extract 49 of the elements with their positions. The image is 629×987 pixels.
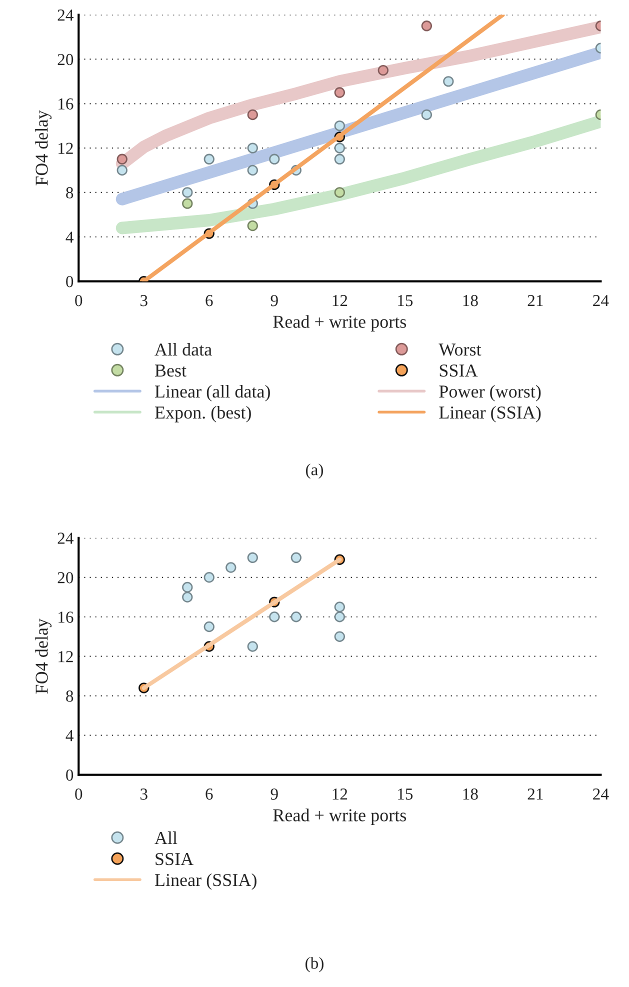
legend-label: Linear (SSIA)	[154, 873, 256, 890]
y-tick-label: 8	[66, 690, 74, 702]
legend-label: Linear (SSIA)	[439, 406, 541, 422]
y-tick-label: 24	[58, 10, 74, 21]
y-tick-label: 20	[58, 54, 74, 66]
x-tick-label: 15	[398, 788, 413, 800]
y-tick-label: 20	[58, 572, 74, 584]
x-tick-label: 24	[593, 788, 609, 800]
y-tick-label: 16	[58, 612, 74, 623]
x-tick-label: 15	[398, 295, 413, 306]
y-axis-title: FO4 delay	[35, 110, 52, 186]
x-tick-label: 0	[75, 788, 82, 800]
text: (b)	[306, 957, 324, 972]
x-tick-label: 0	[75, 294, 82, 306]
legend-label: All	[154, 831, 178, 844]
x-tick-label: 21	[528, 295, 543, 306]
y-tick-label: 8	[66, 187, 74, 198]
y-tick-label: 4	[66, 730, 74, 742]
text: (a)	[306, 464, 324, 479]
y-tick-label: 12	[58, 142, 73, 154]
x-tick-label: 9	[270, 295, 278, 306]
x-tick-label: 18	[463, 294, 478, 306]
x-axis-title: Read + write ports	[273, 808, 406, 826]
legend-label: Expon. (best)	[154, 406, 251, 422]
y-axis-title: FO4 delay	[35, 618, 52, 694]
x-tick-label: 12	[332, 295, 348, 306]
legend-label: Linear (all data)	[154, 384, 270, 402]
y-tick-label: 24	[58, 532, 74, 544]
y-tick-label: 12	[58, 651, 73, 662]
x-tick-label: 18	[463, 788, 478, 800]
x-tick-label: 3	[140, 295, 148, 306]
x-tick-label: 21	[528, 788, 543, 800]
y-tick-label: 0	[66, 276, 74, 288]
legend-label: Worst	[438, 344, 482, 356]
x-tick-label: 9	[270, 788, 278, 800]
y-tick-label: 0	[66, 769, 74, 781]
x-tick-label: 6	[206, 295, 213, 306]
x-tick-label: 6	[206, 788, 213, 800]
x-axis-title: Read + write ports	[273, 315, 406, 332]
y-tick-label: 16	[58, 98, 74, 110]
legend-label: All data	[154, 342, 212, 356]
legend-label: Power (worst)	[439, 384, 541, 402]
x-tick-label: 3	[140, 788, 148, 800]
y-tick-label: 4	[66, 232, 74, 243]
x-tick-label: 12	[332, 788, 348, 800]
x-tick-label: 24	[593, 295, 609, 306]
legend-label: SSIA	[440, 364, 478, 377]
legend-label: SSIA	[156, 852, 194, 866]
legend-label: Best	[154, 364, 186, 377]
